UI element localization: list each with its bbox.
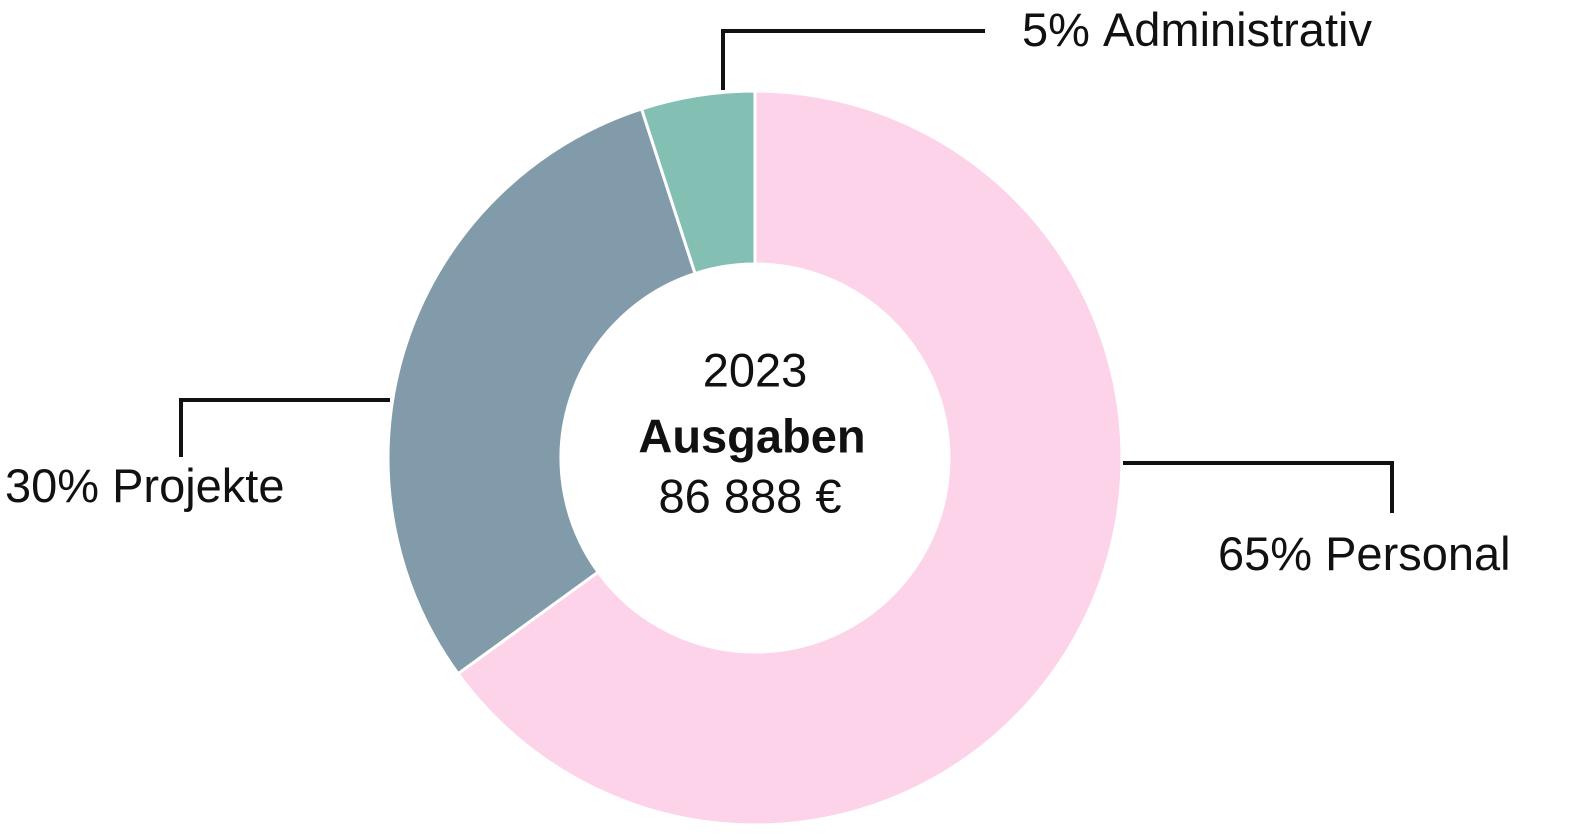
- donut-slice: [639, 89, 757, 276]
- donut: [386, 89, 1124, 827]
- leader-line: [721, 29, 985, 90]
- center-total: 86 888 €: [659, 469, 842, 522]
- slice-label: 30% Projekte: [5, 459, 285, 512]
- slice-label: 65% Personal: [1218, 527, 1511, 580]
- slice-category-label: Administrativ: [1103, 3, 1373, 56]
- center-year: 2023: [703, 343, 808, 396]
- slice-value-label: 5%: [1022, 3, 1090, 56]
- leader-line: [1123, 461, 1394, 513]
- slice-category-label: Personal: [1325, 527, 1511, 580]
- slice-label: 5% Administrativ: [1022, 3, 1372, 56]
- slice-value-label: 30%: [5, 459, 99, 512]
- donut-slice: [455, 89, 1124, 827]
- leader-line: [179, 398, 390, 457]
- center-title: Ausgaben: [638, 409, 865, 462]
- slice-category-label: Projekte: [112, 459, 284, 512]
- slice-value-label: 65%: [1218, 527, 1312, 580]
- donut-slice: [386, 107, 697, 676]
